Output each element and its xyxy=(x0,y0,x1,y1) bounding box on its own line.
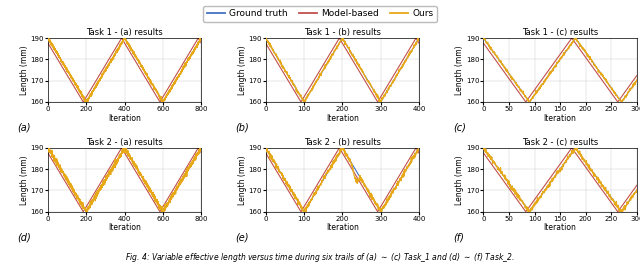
X-axis label: Iteration: Iteration xyxy=(326,223,359,232)
Title: Task 1 - (a) results: Task 1 - (a) results xyxy=(86,28,163,37)
Title: Task 1 - (c) results: Task 1 - (c) results xyxy=(522,28,598,37)
Y-axis label: Length (mm): Length (mm) xyxy=(456,45,465,95)
Text: (f): (f) xyxy=(453,232,463,242)
Title: Task 2 - (b) results: Task 2 - (b) results xyxy=(304,138,381,147)
Y-axis label: Length (mm): Length (mm) xyxy=(237,155,246,205)
Y-axis label: Length (mm): Length (mm) xyxy=(20,155,29,205)
X-axis label: Iteration: Iteration xyxy=(544,114,577,123)
Legend: Ground truth, Model-based, Ours: Ground truth, Model-based, Ours xyxy=(203,6,437,22)
Text: (b): (b) xyxy=(235,122,249,132)
Text: (e): (e) xyxy=(235,232,248,242)
X-axis label: Iteration: Iteration xyxy=(108,114,141,123)
Text: (d): (d) xyxy=(17,232,31,242)
Y-axis label: Length (mm): Length (mm) xyxy=(237,45,246,95)
Title: Task 2 - (c) results: Task 2 - (c) results xyxy=(522,138,598,147)
Y-axis label: Length (mm): Length (mm) xyxy=(456,155,465,205)
Title: Task 1 - (b) results: Task 1 - (b) results xyxy=(304,28,381,37)
Text: Fig. 4: Variable effective length versus time during six trails of (a) $\sim$ (c: Fig. 4: Variable effective length versus… xyxy=(125,251,515,263)
Y-axis label: Length (mm): Length (mm) xyxy=(20,45,29,95)
X-axis label: Iteration: Iteration xyxy=(544,223,577,232)
Text: (c): (c) xyxy=(453,122,466,132)
X-axis label: Iteration: Iteration xyxy=(108,223,141,232)
Text: (a): (a) xyxy=(17,122,31,132)
X-axis label: Iteration: Iteration xyxy=(326,114,359,123)
Title: Task 2 - (a) results: Task 2 - (a) results xyxy=(86,138,163,147)
